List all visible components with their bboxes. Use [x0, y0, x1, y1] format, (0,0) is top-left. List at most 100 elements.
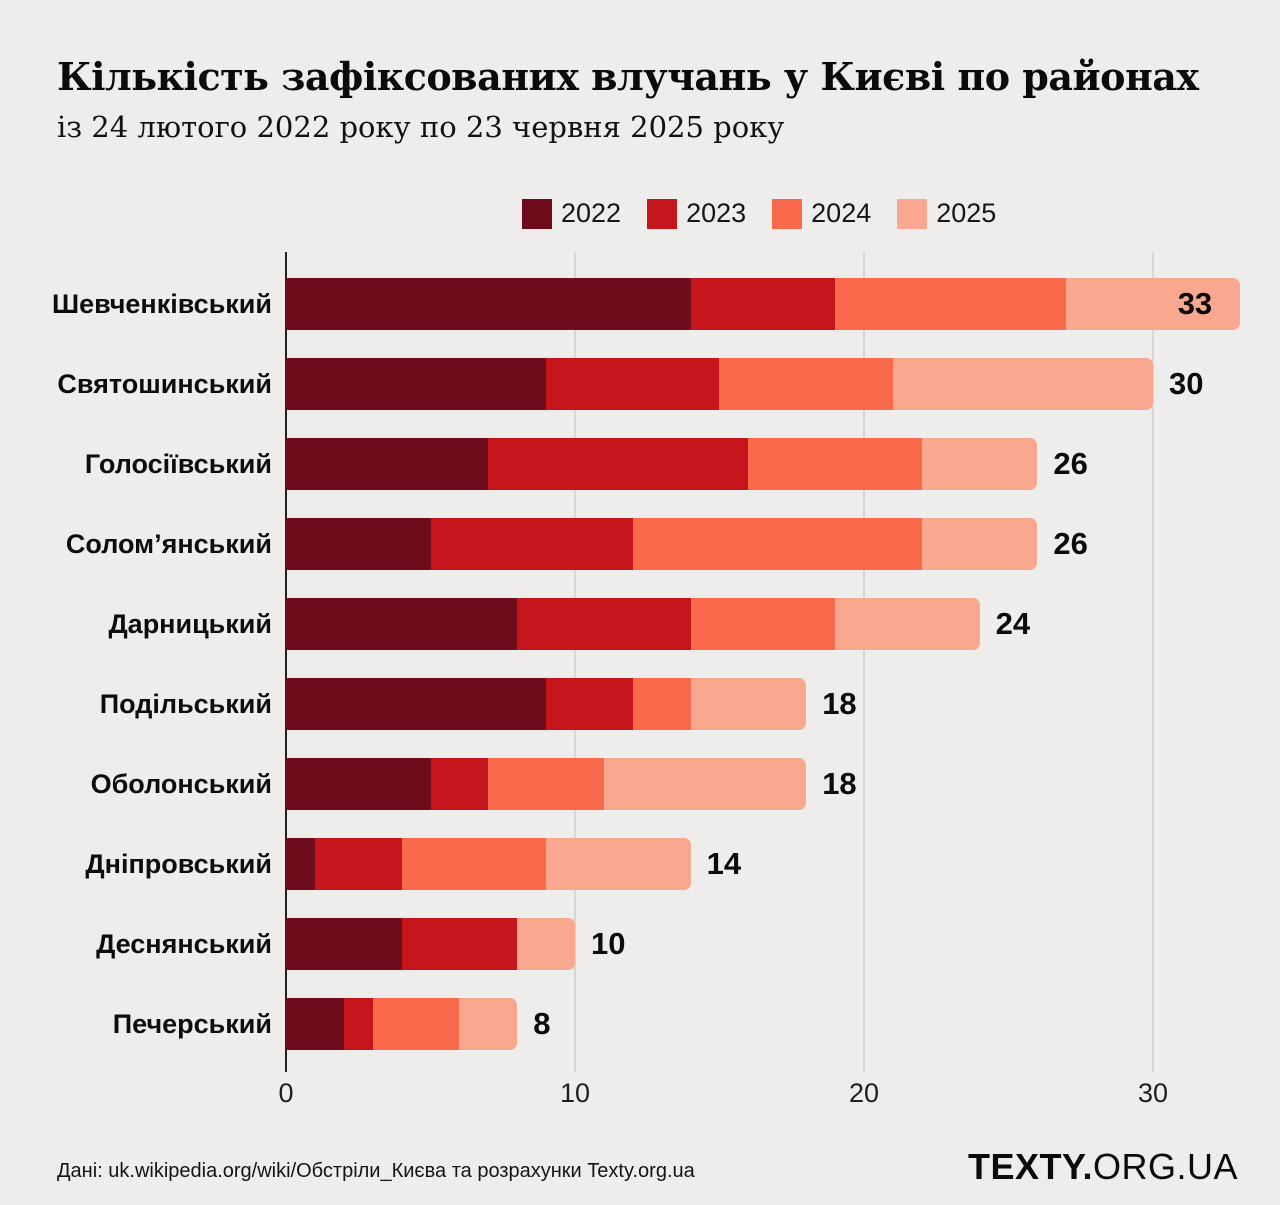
category-label: Солом’янський [65, 529, 272, 559]
legend-item-2023: 2023 [647, 198, 746, 229]
segment-2025 [517, 918, 575, 970]
legend-label: 2025 [936, 198, 997, 228]
segment-2022 [286, 838, 315, 890]
segment-2022 [286, 438, 489, 490]
legend-swatch-2023 [647, 198, 678, 229]
segment-2023 [343, 998, 373, 1050]
segment-2025 [921, 438, 1038, 490]
total-value: 26 [1053, 446, 1088, 481]
segment-2024 [748, 438, 922, 490]
segment-2022 [286, 278, 691, 330]
y-axis-line [285, 252, 287, 1072]
gridline-10 [574, 252, 576, 1072]
segment-2024 [719, 358, 893, 410]
segment-2023 [430, 758, 489, 810]
legend-item-2024: 2024 [772, 198, 871, 229]
segment-2024 [632, 518, 922, 570]
segment-2023 [488, 438, 749, 490]
segment-2022 [286, 678, 547, 730]
total-value: 14 [706, 846, 742, 881]
category-label: Дарницький [108, 609, 272, 639]
legend-swatch-2025 [897, 198, 928, 229]
segment-2025 [459, 998, 518, 1050]
segment-2025 [921, 518, 1038, 570]
x-tick-label: 0 [278, 1078, 294, 1108]
segment-2023 [314, 838, 402, 890]
segment-2025 [1066, 278, 1240, 330]
x-tick-label: 20 [848, 1078, 880, 1108]
legend-label: 2022 [561, 198, 622, 228]
category-label: Деснянський [96, 929, 272, 959]
x-axis: 0 10 20 30 [278, 1078, 1246, 1110]
legend-label: 2024 [811, 198, 872, 228]
bar-row: Дніпровський 14 [0, 824, 1280, 904]
segment-2024 [690, 598, 836, 650]
stacked-bar [286, 358, 1153, 410]
segment-2023 [546, 358, 720, 410]
texty-logo: TEXTY.ORG.UA [968, 1146, 1238, 1188]
segment-2025 [546, 838, 691, 890]
segment-2023 [401, 918, 518, 970]
bar-row: Святошинський 30 [0, 344, 1280, 424]
stacked-bar [286, 838, 691, 890]
legend-swatch-2022 [522, 198, 552, 229]
header: Кількість зафіксованих влучань у Києві п… [57, 54, 1237, 144]
stacked-bar [286, 598, 980, 650]
legend: 2022 2023 2024 2025 [522, 198, 996, 229]
total-value: 33 [1177, 286, 1213, 321]
gridline-20 [863, 252, 865, 1072]
page-subtitle: із 24 лютого 2022 року по 23 червня 2025… [57, 109, 785, 144]
stacked-bar [286, 438, 1038, 490]
total-value: 30 [1169, 366, 1204, 401]
total-value: 24 [995, 606, 1031, 641]
category-label: Голосіївський [84, 449, 272, 479]
stacked-bar [286, 278, 1240, 330]
segment-2024 [372, 998, 460, 1050]
segment-2025 [603, 758, 807, 810]
x-tick-label: 30 [1137, 1078, 1169, 1108]
chart-gridlines [285, 252, 1246, 1072]
bar-row: Дарницький 24 [0, 584, 1280, 664]
category-label: Святошинський [57, 369, 272, 399]
segment-2024 [488, 758, 604, 810]
legend-item-2022: 2022 [522, 198, 621, 229]
x-tick-label: 10 [559, 1078, 591, 1108]
segment-2023 [690, 278, 836, 330]
stacked-bar [286, 518, 1038, 570]
legend-swatch-2024 [772, 198, 803, 229]
total-value: 18 [822, 686, 857, 721]
stacked-bar [286, 678, 807, 730]
category-label: Подільський [99, 689, 272, 719]
category-label: Оболонський [90, 769, 272, 799]
stacked-bar [286, 918, 575, 970]
stacked-bar [286, 998, 518, 1050]
total-value: 10 [591, 926, 626, 961]
segment-2024 [835, 278, 1067, 330]
total-value: 8 [533, 1006, 551, 1041]
segment-2022 [286, 518, 431, 570]
segment-2022 [286, 918, 402, 970]
segment-2023 [546, 678, 633, 730]
data-source-note: Дані: uk.wikipedia.org/wiki/Обстріли_Киє… [57, 1160, 695, 1182]
bar-row: Подільський 18 [0, 664, 1280, 744]
bar-row: Шевченківський 33 [0, 264, 1280, 344]
bar-row: Солом’янський 26 [0, 504, 1280, 584]
segment-2023 [430, 518, 633, 570]
total-value: 26 [1053, 526, 1088, 561]
page-title: Кількість зафіксованих влучань у Києві п… [57, 54, 1199, 99]
segment-2025 [690, 678, 807, 730]
logo-light-part: ORG.UA [1092, 1146, 1238, 1187]
category-label: Дніпровський [85, 849, 272, 879]
total-value: 18 [822, 766, 857, 801]
segment-2023 [517, 598, 691, 650]
logo-bold-part: TEXTY. [967, 1146, 1093, 1187]
bar-row: Голосіївський 26 [0, 424, 1280, 504]
segment-2022 [286, 758, 431, 810]
gridline-30 [1152, 252, 1154, 1072]
segment-2024 [632, 678, 691, 730]
bar-row: Печерський 8 [0, 984, 1280, 1064]
legend-label: 2023 [686, 198, 747, 228]
category-label: Шевченківський [52, 289, 272, 319]
stacked-bar [286, 758, 807, 810]
